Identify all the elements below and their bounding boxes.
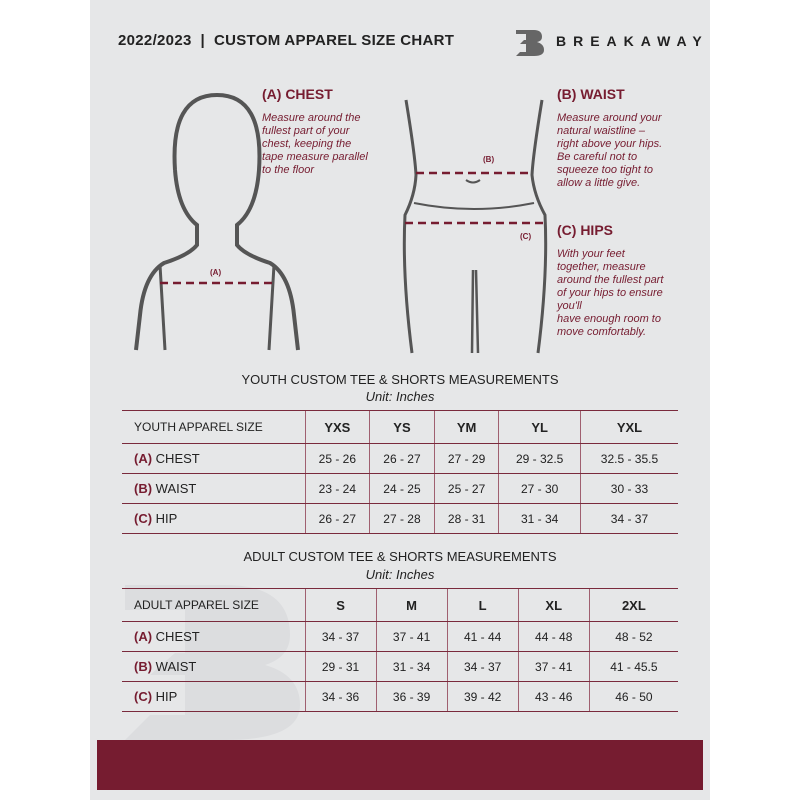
size-column-header: M	[375, 588, 448, 622]
table-cell: 31 - 34	[498, 503, 581, 534]
breakaway-logo-icon	[516, 30, 544, 56]
measurement-code: (A)	[134, 451, 153, 466]
size-header-label: ADULT APPAREL SIZE	[122, 588, 305, 622]
size-column-header: YXL	[579, 410, 678, 444]
table-cell: 23 - 24	[304, 473, 370, 504]
youth-table-title: YOUTH CUSTOM TEE & SHORTS MEASUREMENTS	[241, 372, 559, 387]
table-cell: 24 - 25	[369, 473, 435, 504]
measurement-code: (C)	[134, 689, 153, 704]
size-column-header: 2XL	[588, 588, 678, 622]
table-row: (B) WAIST 23 - 24 24 - 25 25 - 27 27 - 30 30 …	[122, 473, 678, 504]
table-cell: 44 - 48	[517, 621, 590, 652]
table-row: (C) HIP 34 - 36 36 - 39 39 - 42 43 - 46 46 - …	[122, 681, 678, 712]
footer-band	[97, 740, 703, 790]
table-row: (C) HIP 26 - 27 27 - 28 28 - 31 31 - 34 34 - …	[122, 503, 678, 534]
table-cell: 27 - 28	[369, 503, 435, 534]
brand-name: BREAKAWAY	[556, 33, 709, 49]
adult-size-table: ADULT APPAREL SIZE S M L XL 2XL (A) CHEST 34 - …	[122, 588, 678, 712]
measurement-name: CHEST	[155, 451, 200, 466]
table-cell: 29 - 32.5	[498, 443, 581, 474]
size-column-header: YL	[498, 410, 581, 444]
lower-body-illustration	[402, 99, 548, 354]
table-cell: 34 - 37	[446, 651, 519, 682]
measurement-code: (B)	[134, 659, 153, 674]
hips-marker: (C)	[520, 232, 532, 241]
table-cell: 30 - 33	[579, 473, 678, 504]
table-cell: 34 - 36	[304, 681, 377, 712]
table-cell: 41 - 44	[446, 621, 519, 652]
measurement-name: WAIST	[155, 659, 197, 674]
waist-marker: (B)	[483, 155, 495, 164]
table-cell: 25 - 26	[304, 443, 370, 474]
size-column-header: YS	[369, 410, 435, 444]
measurement-label: (C) HIP	[122, 681, 305, 712]
table-cell: 37 - 41	[517, 651, 590, 682]
measurement-code: (A)	[134, 629, 153, 644]
measurement-name: HIP	[155, 511, 178, 526]
table-row: (A) CHEST 34 - 37 37 - 41 41 - 44 44 - 48 48 …	[122, 621, 678, 652]
size-column-header: XL	[517, 588, 590, 622]
measurement-name: HIP	[155, 689, 178, 704]
table-cell: 34 - 37	[304, 621, 377, 652]
table-cell: 25 - 27	[433, 473, 499, 504]
measurement-code: (B)	[134, 481, 153, 496]
size-header-label: YOUTH APPAREL SIZE	[122, 410, 305, 444]
table-cell: 26 - 27	[369, 443, 435, 474]
table-row: (A) CHEST 25 - 26 26 - 27 27 - 29 29 - 32.5 3…	[122, 443, 678, 474]
adult-unit: Unit: Inches	[365, 567, 435, 582]
measurement-label: (B) WAIST	[122, 651, 305, 682]
measurement-label: (B) WAIST	[122, 473, 305, 504]
table-cell: 41 - 45.5	[588, 651, 678, 682]
size-column-header: YXS	[304, 410, 370, 444]
adult-table-title: ADULT CUSTOM TEE & SHORTS MEASUREMENTS	[243, 549, 557, 564]
table-cell: 32.5 - 35.5	[579, 443, 678, 474]
chest-heading: (A) CHEST	[262, 86, 333, 102]
hips-heading: (C) HIPS	[557, 222, 613, 238]
page-title: 2022/2023 | CUSTOM APPAREL SIZE CHART	[118, 32, 455, 49]
table-header-row: ADULT APPAREL SIZE S M L XL 2XL	[122, 588, 678, 622]
youth-unit: Unit: Inches	[365, 389, 435, 404]
table-cell: 31 - 34	[375, 651, 448, 682]
measurement-code: (C)	[134, 511, 153, 526]
table-cell: 37 - 41	[375, 621, 448, 652]
table-cell: 28 - 31	[433, 503, 499, 534]
measurement-name: CHEST	[155, 629, 200, 644]
table-cell: 46 - 50	[588, 681, 678, 712]
table-cell: 26 - 27	[304, 503, 370, 534]
table-row: (B) WAIST 29 - 31 31 - 34 34 - 37 37 - 41 41 …	[122, 651, 678, 682]
table-cell: 48 - 52	[588, 621, 678, 652]
table-header-row: YOUTH APPAREL SIZE YXS YS YM YL YXL	[122, 410, 678, 444]
measurement-label: (A) CHEST	[122, 443, 305, 474]
measurement-name: WAIST	[155, 481, 197, 496]
table-cell: 29 - 31	[304, 651, 377, 682]
size-column-header: L	[446, 588, 519, 622]
hips-description: With your feet together, measure around th…	[557, 248, 664, 338]
table-cell: 34 - 37	[579, 503, 678, 534]
upper-body-illustration	[134, 92, 300, 351]
table-cell: 36 - 39	[375, 681, 448, 712]
measurement-label: (C) HIP	[122, 503, 305, 534]
chest-description: Measure around the fullest part of your ch…	[262, 112, 368, 176]
size-column-header: YM	[433, 410, 499, 444]
waist-description: Measure around your natural waistline – ri…	[557, 112, 663, 189]
measurement-label: (A) CHEST	[122, 621, 305, 652]
size-column-header: S	[304, 588, 377, 622]
youth-size-table: YOUTH APPAREL SIZE YXS YS YM YL YXL (A) CHEST 2…	[122, 410, 678, 534]
table-cell: 27 - 29	[433, 443, 499, 474]
table-cell: 27 - 30	[498, 473, 581, 504]
table-cell: 39 - 42	[446, 681, 519, 712]
table-cell: 43 - 46	[517, 681, 590, 712]
waist-heading: (B) WAIST	[557, 86, 625, 102]
chest-marker: (A)	[210, 268, 222, 277]
